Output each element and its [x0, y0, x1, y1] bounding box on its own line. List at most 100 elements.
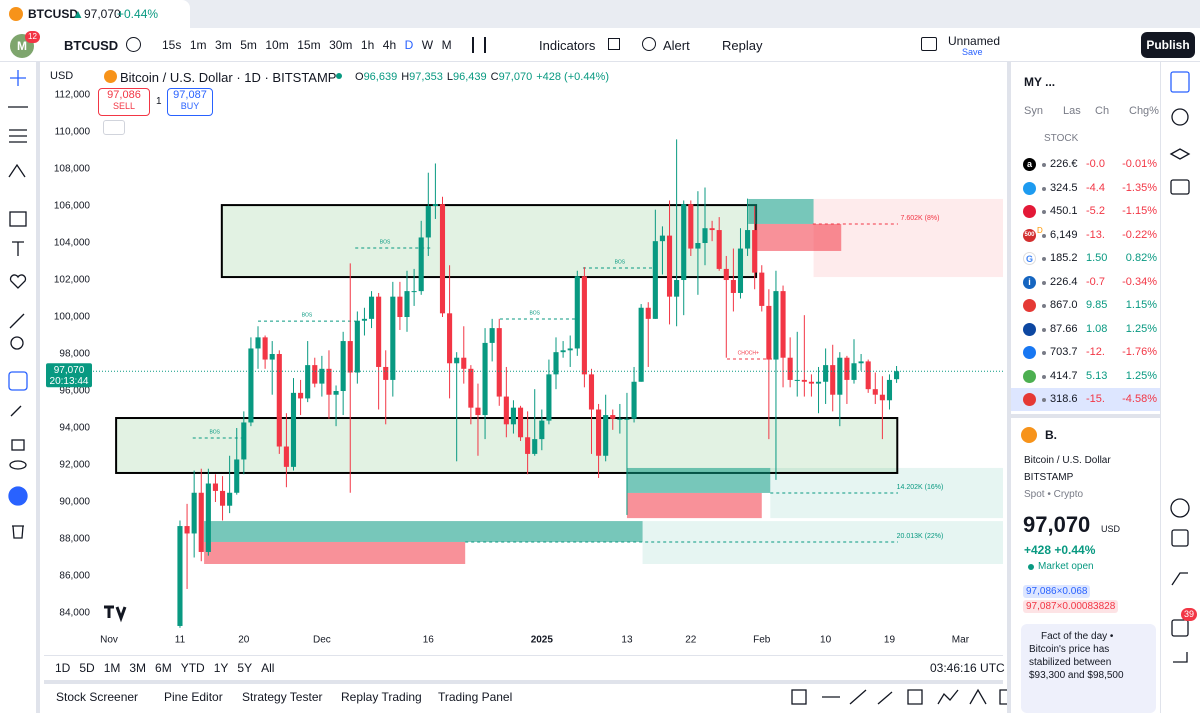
- layers-icon[interactable]: [1169, 148, 1191, 160]
- interval[interactable]: W: [421, 38, 434, 52]
- ohlc-value: 96,439: [452, 71, 487, 83]
- range-button[interactable]: 1Y: [213, 661, 229, 675]
- tab[interactable]: BTCUSD ▲ 97,070 +0.44%: [0, 0, 190, 28]
- range-button[interactable]: YTD: [180, 661, 205, 675]
- watchlist-row[interactable]: 324.5 -4.4 -1.35%: [1011, 177, 1160, 200]
- range-button[interactable]: 1M: [103, 661, 121, 675]
- text-icon[interactable]: [12, 241, 24, 256]
- candle-body: [347, 341, 353, 373]
- interval[interactable]: 10m: [265, 38, 289, 52]
- interval[interactable]: 15m: [297, 38, 321, 52]
- details-name: Bitcoin / U.S. Dollar: [1024, 455, 1111, 466]
- templates-icon[interactable]: [608, 38, 620, 50]
- interval[interactable]: 1h: [360, 38, 375, 52]
- row-last: 185.2: [1050, 252, 1078, 264]
- publish[interactable]: Publish: [1141, 32, 1195, 58]
- interval[interactable]: 5m: [240, 38, 257, 52]
- watchlist-row[interactable]: 867.0 9.85 1.15%: [1011, 294, 1160, 317]
- ohlc-key: O: [355, 71, 364, 83]
- help-icon[interactable]: [1173, 652, 1188, 663]
- watchlist-column[interactable]: Syn: [1024, 105, 1043, 117]
- bottom-tab[interactable]: Replay Trading: [341, 690, 422, 704]
- watchlist-section[interactable]: STOCK: [1044, 133, 1079, 144]
- collapse-button[interactable]: [103, 120, 125, 135]
- heart-icon[interactable]: [9, 274, 27, 289]
- ruler-icon[interactable]: [9, 313, 25, 329]
- range-button[interactable]: 5Y: [237, 661, 253, 675]
- watchlist-row[interactable]: G 185.2 1.50 0.82%: [1011, 247, 1160, 270]
- candle-body: [844, 357, 850, 380]
- alerts-icon[interactable]: [1171, 108, 1189, 126]
- symbol-search[interactable]: BTCUSD: [64, 38, 119, 53]
- watchlist-row[interactable]: 318.6 -15. -4.58%: [1011, 388, 1160, 411]
- watchlist-title[interactable]: MY ...: [1024, 75, 1056, 89]
- bottom-tab[interactable]: Strategy Tester: [242, 690, 323, 704]
- candle-body: [255, 337, 261, 349]
- candle-body: [212, 483, 218, 491]
- watchlist-column[interactable]: Ch: [1095, 105, 1110, 117]
- watchlist-row[interactable]: 450.1 -5.2 -1.15%: [1011, 200, 1160, 223]
- candle-body: [858, 361, 864, 364]
- interval[interactable]: 4h: [382, 38, 397, 52]
- row-last: 87.66: [1050, 322, 1078, 335]
- bottom-tab[interactable]: Stock Screener: [56, 690, 139, 704]
- details-kind: Spot • Crypto: [1024, 489, 1084, 500]
- magnet-icon[interactable]: [8, 371, 28, 391]
- watchlist-row[interactable]: 87.66 1.08 1.25%: [1011, 318, 1160, 341]
- pattern-icon[interactable]: [8, 163, 26, 178]
- chart: BOS BOS BOS BOS BOS CHOCH+ 7.602K (8%) 14.202K …: [46, 90, 1003, 646]
- tree-icon[interactable]: [8, 486, 28, 506]
- bottom-tab[interactable]: Pine Editor: [164, 690, 223, 704]
- buy-button[interactable]: 97,087 BUY: [167, 88, 213, 116]
- range-button[interactable]: 6M: [155, 661, 172, 675]
- currency[interactable]: USD: [50, 70, 74, 82]
- candle-body: [645, 307, 651, 319]
- fib-icon[interactable]: [9, 129, 27, 143]
- tool-rect[interactable]: [791, 689, 807, 705]
- chat-icon[interactable]: [1170, 179, 1190, 195]
- range-button[interactable]: 1D: [55, 661, 71, 675]
- interval[interactable]: M: [441, 38, 452, 52]
- alert[interactable]: Alert: [663, 38, 690, 53]
- notify-icon[interactable]: [1171, 619, 1189, 637]
- watchlist-icon[interactable]: [1170, 71, 1190, 93]
- interval[interactable]: 30m: [329, 38, 353, 52]
- watchlist-row[interactable]: 500 D 6,149 -13. -0.22%: [1011, 224, 1160, 247]
- replay[interactable]: Replay: [722, 38, 763, 53]
- calendar-icon[interactable]: [1171, 529, 1189, 547]
- zoom-icon[interactable]: [10, 336, 24, 350]
- range-button[interactable]: 5D: [79, 661, 95, 675]
- chart-type-icon[interactable]: [472, 37, 486, 53]
- watchlist-row[interactable]: a 226.€ -0.0 -0.01%: [1011, 153, 1160, 176]
- eye-icon[interactable]: [9, 460, 27, 470]
- candle-body: [298, 392, 304, 399]
- indicators[interactable]: Indicators: [539, 38, 596, 53]
- interval[interactable]: 1m: [189, 38, 207, 52]
- range-button[interactable]: All: [261, 661, 275, 675]
- watchlist-row[interactable]: i 226.4 -0.7 -0.34%: [1011, 271, 1160, 294]
- interval[interactable]: D: [404, 38, 414, 52]
- chart-icon[interactable]: [1171, 572, 1188, 586]
- range-button[interactable]: 3M: [129, 661, 147, 675]
- interval[interactable]: 15s: [162, 38, 182, 52]
- candle-body: [766, 305, 772, 360]
- sell-button[interactable]: 97,086 SELL: [98, 88, 150, 116]
- lock-draw-icon[interactable]: [10, 405, 22, 417]
- save[interactable]: Save: [962, 47, 983, 57]
- lock-icon[interactable]: [11, 439, 25, 451]
- candle-body: [227, 492, 233, 506]
- watchlist-row[interactable]: 414.7 5.13 1.25%: [1011, 365, 1160, 388]
- ideas-icon[interactable]: [1170, 498, 1190, 518]
- trash-icon[interactable]: [12, 525, 24, 539]
- watchlist-column[interactable]: Las: [1063, 105, 1081, 117]
- watchlist-column[interactable]: Chg%: [1129, 105, 1159, 117]
- shape-icon[interactable]: [9, 211, 27, 227]
- interval[interactable]: 3m: [215, 38, 232, 52]
- sell-label: SELL: [112, 101, 136, 111]
- compare-icon[interactable]: [126, 37, 141, 52]
- bottom-tab[interactable]: Trading Panel: [438, 690, 513, 704]
- crosshair-icon[interactable]: [10, 70, 26, 86]
- layout-name[interactable]: Unnamed: [948, 34, 1001, 48]
- watchlist-row[interactable]: 703.7 -12. -1.76%: [1011, 341, 1160, 364]
